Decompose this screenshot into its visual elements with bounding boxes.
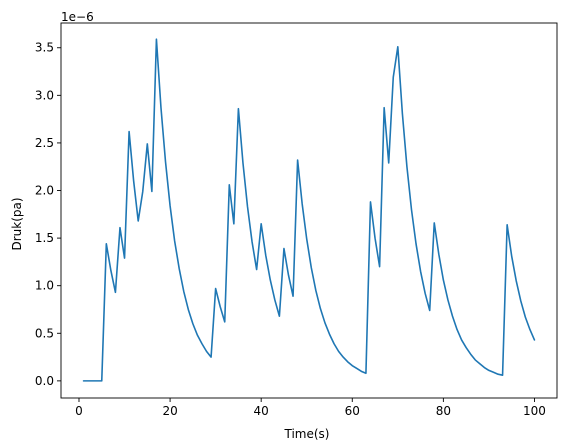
y-tick-label: 0.0 [35, 374, 54, 388]
y-tick-label: 3.0 [35, 88, 54, 102]
y-tick-label: 3.5 [35, 41, 54, 55]
series-line-1 [82, 38, 536, 382]
plot-area [82, 38, 536, 382]
y-tick-label: 2.0 [35, 184, 54, 198]
x-tick-label: 60 [345, 404, 360, 418]
y-tick-label: 2.5 [35, 136, 54, 150]
x-axis-ticks: 0 20 40 60 80 100 [75, 398, 546, 418]
y-offset-label: 1e−6 [61, 10, 94, 24]
y-axis-label: Druk(pa) [10, 197, 24, 250]
x-tick-label: 0 [75, 404, 83, 418]
x-tick-label: 100 [523, 404, 546, 418]
x-axis-label: Time(s) [284, 427, 330, 441]
y-tick-label: 0.5 [35, 326, 54, 340]
y-tick-label: 1.0 [35, 279, 54, 293]
plot-frame [60, 22, 558, 399]
y-axis-ticks: 0.0 0.5 1.0 1.5 2.0 2.5 3.0 3.5 [35, 41, 61, 388]
x-tick-label: 40 [254, 404, 269, 418]
y-tick-label: 1.5 [35, 231, 54, 245]
x-tick-label: 80 [436, 404, 451, 418]
x-tick-label: 20 [162, 404, 177, 418]
